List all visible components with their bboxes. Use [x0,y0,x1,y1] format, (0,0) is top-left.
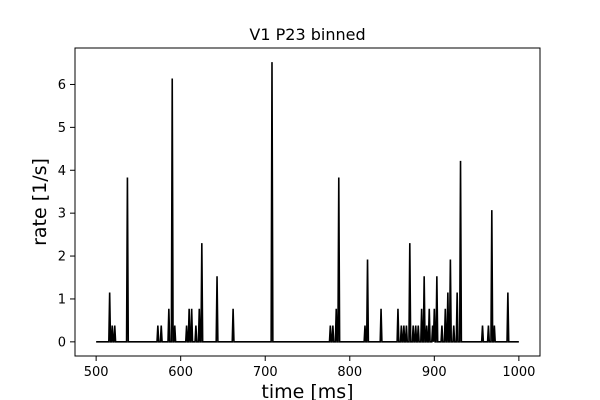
x-tick-label: 1000 [502,365,535,380]
x-tick-label: 500 [84,365,109,380]
x-tick-label: 700 [253,365,278,380]
axes-frame [74,47,541,357]
plot-area [96,62,519,343]
chart-title: V1 P23 binned [249,25,365,44]
y-tick-label: 0 [58,335,66,350]
x-tick-label: 900 [422,365,447,380]
x-axis-ticks: 500 600 700 800 900 1000 [84,356,535,380]
x-tick-label: 800 [337,365,362,380]
y-tick-label: 1 [58,292,66,307]
y-tick-label: 5 [58,121,66,136]
y-tick-label: 3 [58,207,66,222]
x-tick-label: 600 [168,365,193,380]
y-axis-ticks: 0 1 2 3 4 5 6 [58,78,75,350]
y-tick-label: 4 [58,164,66,179]
x-axis-label: time [ms] [261,381,353,400]
y-tick-label: 2 [58,250,66,265]
y-tick-label: 6 [58,78,66,93]
y-axis-label: rate [1/s] [29,158,51,246]
rate-series-line [96,62,519,343]
